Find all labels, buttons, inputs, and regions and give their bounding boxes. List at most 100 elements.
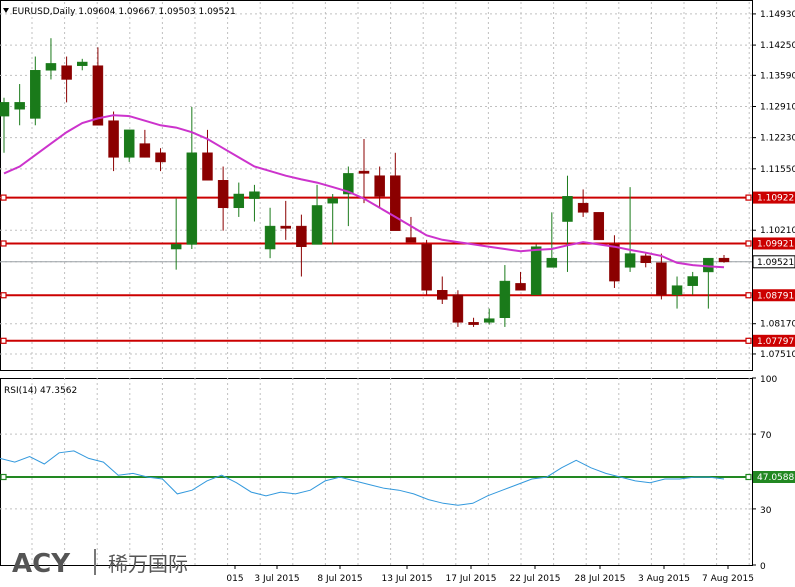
candle-body bbox=[499, 280, 511, 319]
sr-price-tag-label: 1.09921 bbox=[757, 239, 794, 249]
candle-body bbox=[155, 152, 166, 163]
candle-body bbox=[452, 294, 464, 323]
price-axis: 1.14930 1.14250 1.13590 1.12910 1.12230 1.115… bbox=[752, 10, 795, 360]
price-tick-label: 1.12910 bbox=[760, 102, 795, 112]
candle-body bbox=[577, 202, 589, 213]
candle-body bbox=[202, 152, 213, 181]
candle-body bbox=[108, 120, 119, 158]
candle-body bbox=[296, 225, 307, 247]
candle-body bbox=[530, 246, 542, 296]
current-price-tag bbox=[752, 255, 795, 269]
rsi-level-handle-left bbox=[0, 473, 7, 481]
sr-line-handle-left bbox=[0, 194, 7, 201]
sr-price-tag-label: 1.08791 bbox=[757, 291, 794, 301]
candle-body bbox=[390, 175, 401, 231]
price-tick-label: 1.12230 bbox=[760, 134, 795, 144]
rsi-title: RSI(14) 47.3562 bbox=[4, 386, 77, 396]
candle-body bbox=[92, 65, 104, 126]
current-price-tag-label: 1.09521 bbox=[757, 258, 794, 268]
logo-brand: ACY bbox=[12, 549, 71, 579]
price-tick-label: 1.14930 bbox=[760, 10, 795, 20]
rsi-level-tag-label: 47.0588 bbox=[757, 473, 794, 483]
date-tick-label: 13 Jul 2015 bbox=[382, 574, 433, 584]
brand-logo: ACY 稀万国际 bbox=[12, 549, 188, 579]
candle-body bbox=[264, 225, 276, 250]
candle-body bbox=[170, 244, 182, 250]
candle-body bbox=[562, 196, 573, 222]
candle-body bbox=[139, 143, 151, 158]
date-tick-label: 3 Aug 2015 bbox=[638, 574, 690, 584]
candle-body bbox=[0, 102, 10, 117]
date-tick-label: 22 Jul 2015 bbox=[510, 574, 561, 584]
sr-price-tag-label: 1.10922 bbox=[757, 194, 794, 204]
candle-body bbox=[233, 193, 245, 209]
price-tick-label: 1.13590 bbox=[760, 71, 795, 81]
sr-line-handle-left bbox=[0, 292, 7, 299]
rsi-series-line bbox=[0, 450, 725, 506]
sr-line-handle-right bbox=[745, 240, 752, 247]
support-resistance-lines bbox=[0, 194, 752, 344]
date-tick-label: 3 Jul 2015 bbox=[254, 574, 299, 584]
rsi-grid bbox=[0, 378, 753, 566]
moving-average bbox=[3, 114, 725, 269]
rsi-level-handle-right bbox=[745, 473, 752, 481]
rsi-axis: 100 70 30 0 47.0588 bbox=[752, 375, 795, 572]
ma-line bbox=[3, 114, 725, 269]
candle-body bbox=[280, 225, 291, 229]
candle-body bbox=[217, 180, 229, 209]
candle-body bbox=[718, 257, 730, 263]
logo-divider bbox=[94, 549, 96, 575]
sr-price-tag bbox=[753, 289, 795, 302]
rsi-tick-label: 100 bbox=[760, 375, 777, 385]
rsi-tick-label: 0 bbox=[760, 562, 766, 572]
price-panel-frame bbox=[0, 0, 753, 371]
sr-line-handle-right bbox=[745, 337, 752, 344]
sr-price-tag bbox=[753, 191, 795, 204]
candle-body bbox=[186, 152, 198, 245]
candle-body bbox=[483, 318, 495, 323]
date-tick-label: 8 Jul 2015 bbox=[317, 574, 362, 584]
candle-body bbox=[687, 276, 698, 286]
candle-body bbox=[437, 290, 448, 300]
candle-body bbox=[593, 212, 605, 241]
candle-body bbox=[327, 198, 338, 204]
candle-body bbox=[30, 70, 41, 119]
collapse-triangle-icon bbox=[3, 8, 9, 13]
sr-line-handle-left bbox=[0, 337, 7, 344]
logo-chinese: 稀万国际 bbox=[108, 552, 188, 576]
sr-price-tag bbox=[753, 334, 795, 347]
price-tick-label: 1.08170 bbox=[760, 320, 795, 330]
candle-body bbox=[123, 129, 135, 158]
sr-line-handle-left bbox=[0, 240, 7, 247]
candle-body bbox=[249, 191, 260, 199]
candle-body bbox=[311, 205, 323, 245]
candle-body bbox=[609, 244, 620, 282]
candle-body bbox=[468, 322, 479, 325]
price-tick-label: 1.11550 bbox=[760, 165, 795, 175]
date-tick-label: 7 Aug 2015 bbox=[702, 574, 754, 584]
candle-body bbox=[671, 285, 683, 296]
candle-body bbox=[703, 257, 714, 273]
candle-body bbox=[358, 170, 370, 174]
price-tick-label: 1.07510 bbox=[760, 350, 795, 360]
rsi-line bbox=[0, 450, 752, 506]
rsi-level-tag bbox=[753, 471, 795, 484]
candle-body bbox=[405, 237, 417, 243]
date-tick-label: 015 bbox=[226, 574, 243, 584]
candle-body bbox=[45, 63, 57, 71]
candle-body bbox=[374, 175, 385, 197]
rsi-tick-label: 70 bbox=[760, 431, 772, 441]
price-tick-label: 1.10210 bbox=[760, 226, 795, 236]
date-tick-label: 17 Jul 2015 bbox=[446, 574, 497, 584]
rsi-panel-frame bbox=[0, 378, 753, 566]
candles bbox=[0, 38, 730, 327]
chart-title: EURUSD,Daily 1.09604 1.09667 1.09503 1.0… bbox=[12, 7, 236, 17]
candle-body bbox=[77, 61, 88, 66]
price-tick-label: 1.14250 bbox=[760, 41, 795, 51]
date-tick-label: 28 Jul 2015 bbox=[575, 574, 626, 584]
sr-price-tag-label: 1.07797 bbox=[757, 337, 794, 347]
sr-price-tag bbox=[753, 237, 795, 250]
candle-body bbox=[343, 173, 354, 195]
candle-body bbox=[546, 257, 558, 268]
